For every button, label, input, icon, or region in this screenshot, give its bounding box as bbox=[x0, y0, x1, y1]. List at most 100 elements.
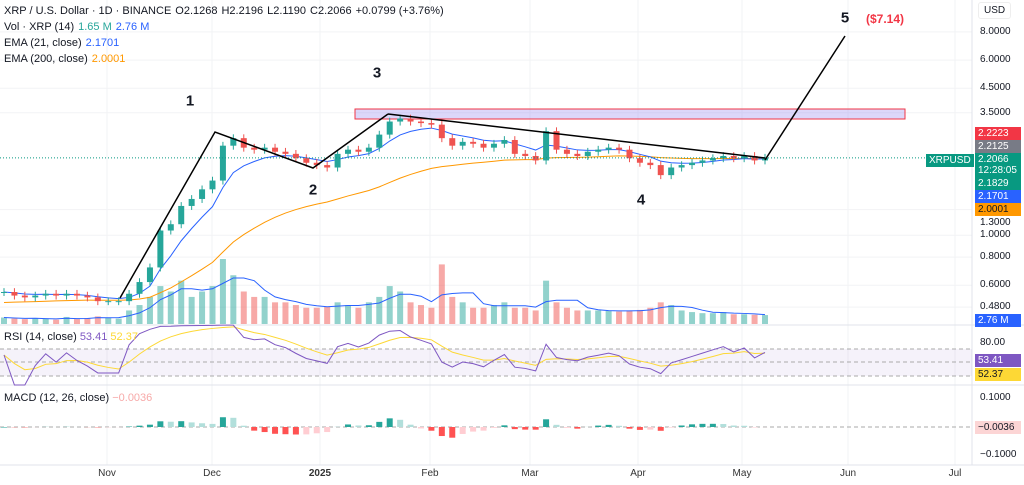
rsi-ma-line bbox=[3, 326, 766, 371]
time-tick: Nov bbox=[98, 468, 116, 479]
macd-histogram-bar bbox=[470, 427, 477, 432]
candle-body bbox=[167, 224, 174, 231]
macd-histogram-bar bbox=[240, 425, 247, 427]
candle-body bbox=[647, 162, 654, 166]
macd-histogram-bar bbox=[199, 423, 206, 427]
macd-histogram-bar bbox=[272, 427, 279, 434]
candle-body bbox=[417, 121, 424, 124]
candle-body bbox=[199, 189, 206, 199]
rsi-line bbox=[3, 324, 766, 386]
volume-bar bbox=[324, 306, 331, 324]
macd-value: −0.0036 bbox=[112, 392, 153, 404]
candle-body bbox=[459, 141, 466, 146]
volume-bar bbox=[42, 318, 49, 324]
macd-tick: −0.1000 bbox=[980, 449, 1017, 460]
vol-label: Vol · XRP (14) bbox=[4, 21, 75, 33]
candle-body bbox=[73, 293, 80, 296]
prev-close-tag: 2.2125 bbox=[975, 140, 1021, 153]
macd-histogram-bar bbox=[553, 424, 560, 427]
volume-bar bbox=[282, 302, 289, 324]
currency-button[interactable]: USD bbox=[978, 2, 1012, 19]
volume-bar bbox=[407, 302, 414, 324]
macd-histogram-bar bbox=[282, 427, 289, 435]
candle-body bbox=[668, 167, 675, 176]
volume-bar bbox=[438, 264, 445, 324]
rsi-ma-value: 52.37 bbox=[110, 331, 138, 343]
volume-ma-line bbox=[3, 277, 766, 320]
macd-histogram-bar bbox=[209, 423, 216, 427]
macd-histogram-bar bbox=[428, 427, 435, 431]
candle-body bbox=[230, 138, 237, 146]
volume-bar bbox=[334, 302, 341, 324]
ohlc-high: H2.2196 bbox=[221, 5, 264, 17]
candle-body bbox=[115, 301, 122, 303]
chart-legend: XRP / U.S. Dollar · 1D · BINANCE O2.1268 H… bbox=[4, 3, 448, 67]
volume-bar bbox=[292, 305, 299, 324]
candle-body bbox=[261, 147, 268, 150]
macd-histogram-bar bbox=[626, 427, 633, 429]
candle-body bbox=[365, 147, 372, 152]
candle-body bbox=[407, 118, 414, 122]
candle-body bbox=[678, 165, 685, 168]
macd-histogram-bar bbox=[157, 421, 164, 427]
last-price: 2.2066 bbox=[978, 154, 1009, 165]
volume-bar bbox=[459, 302, 466, 324]
volume-bar bbox=[84, 318, 91, 324]
ema200-value: 2.0001 bbox=[91, 53, 126, 65]
time-tick: Dec bbox=[203, 468, 221, 479]
wave-label-4: 4 bbox=[636, 191, 646, 209]
macd-histogram-bar bbox=[251, 427, 258, 431]
candle-body bbox=[303, 158, 310, 163]
candle-body bbox=[42, 293, 49, 296]
volume-bar bbox=[303, 307, 310, 324]
candle-body bbox=[355, 149, 362, 152]
macd-histogram-bar bbox=[605, 424, 612, 427]
volume-bar bbox=[553, 302, 560, 324]
macd-histogram-bar bbox=[355, 425, 362, 427]
volume-bar bbox=[417, 305, 424, 324]
elliott-wave-line bbox=[119, 113, 389, 299]
volume-bar bbox=[345, 305, 352, 324]
rsi-tick: 80.00 bbox=[980, 337, 1006, 348]
macd-histogram-bar bbox=[345, 424, 352, 427]
volume-bar bbox=[188, 296, 195, 324]
macd-histogram-bar bbox=[532, 427, 539, 430]
macd-histogram-bar bbox=[501, 425, 508, 427]
macd-histogram-bar bbox=[303, 427, 310, 435]
macd-histogram-bar bbox=[741, 425, 748, 427]
volume-bar bbox=[428, 307, 435, 324]
candle-body bbox=[626, 149, 633, 159]
wave-label-3: 3 bbox=[372, 64, 382, 82]
candle-body bbox=[480, 143, 487, 148]
macd-histogram-bar bbox=[574, 427, 581, 429]
volume-bar bbox=[261, 296, 268, 324]
volume-bar bbox=[157, 286, 164, 324]
ema21-tag: 2.1701 bbox=[975, 190, 1021, 203]
candle-body bbox=[657, 165, 664, 176]
volume-bar bbox=[626, 310, 633, 324]
volume-bar bbox=[563, 307, 570, 324]
volume-bar bbox=[167, 291, 174, 324]
rsi-label: RSI (14, close) bbox=[4, 331, 77, 343]
macd-histogram-bar bbox=[386, 418, 393, 427]
macd-legend: MACD (12, 26, close) −0.0036 bbox=[4, 390, 152, 406]
volume-bar bbox=[146, 296, 153, 324]
volume-bar bbox=[636, 309, 643, 324]
candle-body bbox=[292, 153, 299, 159]
volume-bar bbox=[94, 316, 101, 324]
candle-body bbox=[136, 282, 143, 294]
volume-bar bbox=[699, 313, 706, 324]
candle-body bbox=[251, 147, 258, 150]
time-tick: Jun bbox=[839, 468, 857, 479]
volume-bar bbox=[272, 302, 279, 324]
candle-body bbox=[209, 180, 216, 190]
macd-histogram-bar bbox=[324, 427, 331, 433]
macd-histogram-bar bbox=[292, 427, 299, 435]
candle-body bbox=[438, 124, 445, 139]
volume-bar bbox=[386, 286, 393, 324]
candle-body bbox=[553, 131, 560, 150]
candle-body bbox=[188, 198, 195, 206]
volume-bar bbox=[53, 319, 60, 324]
candle-body bbox=[751, 155, 758, 161]
